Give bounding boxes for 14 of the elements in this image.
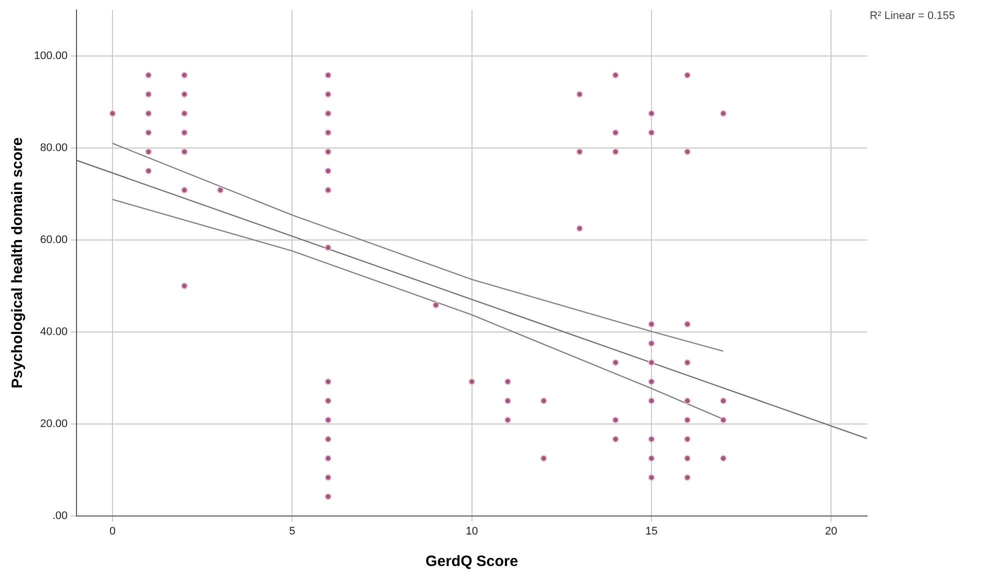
y-tick-label: .00 <box>52 510 68 522</box>
y-axis-title: Psychological health domain score <box>9 137 26 388</box>
x-tick-label: 15 <box>645 525 658 538</box>
x-tick-label: 5 <box>289 525 296 538</box>
y-tick-label: 40.00 <box>40 326 68 338</box>
y-tick-label: 20.00 <box>40 418 68 430</box>
x-tick-label: 0 <box>110 525 116 538</box>
x-tick-label: 20 <box>824 525 838 538</box>
text: R² Linear = 0.155 <box>870 10 955 22</box>
x-tick-label: 10 <box>466 525 478 538</box>
x-axis-title: GerdQ Score <box>426 553 518 570</box>
y-tick-label: 80.00 <box>40 142 68 154</box>
y-tick-label: 60.00 <box>40 234 68 246</box>
y-tick-label: 100.00 <box>34 50 68 62</box>
